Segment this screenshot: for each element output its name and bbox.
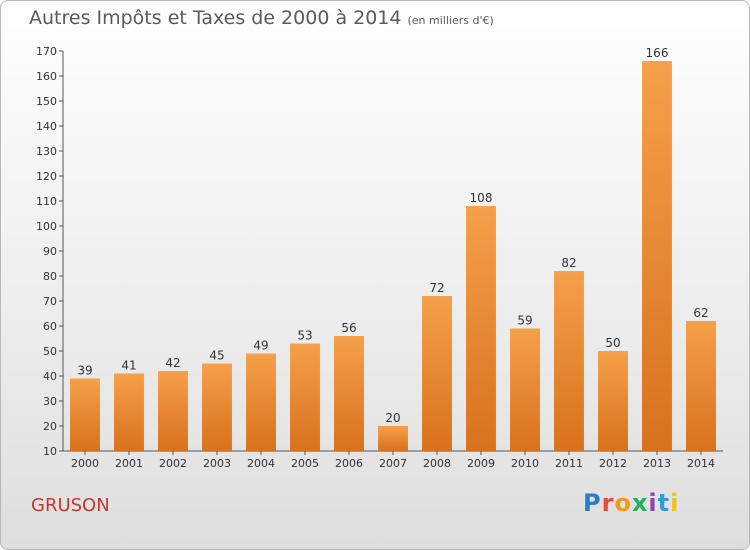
x-tick-label: 2014 <box>687 457 715 470</box>
chart-title: Autres Impôts et Taxes de 2000 à 2014 (en… <box>29 7 494 29</box>
x-tick-label: 2003 <box>203 457 231 470</box>
bar <box>114 373 144 451</box>
bar-value-label: 82 <box>561 256 576 270</box>
bar <box>70 378 100 451</box>
bar <box>290 343 320 451</box>
y-tick-label: 170 <box>36 45 57 58</box>
y-tick-label: 130 <box>36 145 57 158</box>
x-tick-label: 2008 <box>423 457 451 470</box>
logo-letter: r <box>601 489 615 517</box>
x-tick-label: 2002 <box>159 457 187 470</box>
bar-value-label: 50 <box>605 336 620 350</box>
bar <box>686 321 716 451</box>
x-tick-label: 2001 <box>115 457 143 470</box>
x-tick-label: 2000 <box>71 457 99 470</box>
logo-letter: t <box>657 489 671 517</box>
x-tick-label: 2013 <box>643 457 671 470</box>
bar <box>510 328 540 451</box>
bar <box>202 363 232 451</box>
x-tick-label: 2006 <box>335 457 363 470</box>
bar-value-label: 41 <box>121 359 136 373</box>
y-tick-label: 160 <box>36 70 57 83</box>
x-tick-label: 2009 <box>467 457 495 470</box>
y-tick-label: 60 <box>43 320 57 333</box>
bar-value-label: 20 <box>385 411 400 425</box>
x-tick-label: 2005 <box>291 457 319 470</box>
bar-value-label: 49 <box>253 339 268 353</box>
y-tick-label: 70 <box>43 295 57 308</box>
bar-value-label: 62 <box>693 306 708 320</box>
chart-title-unit: (en milliers d'€) <box>407 14 494 27</box>
x-tick-label: 2012 <box>599 457 627 470</box>
y-tick-label: 110 <box>36 195 57 208</box>
bar-value-label: 45 <box>209 349 224 363</box>
bar <box>554 271 584 451</box>
x-tick-label: 2007 <box>379 457 407 470</box>
bar <box>642 61 672 451</box>
y-tick-label: 50 <box>43 345 57 358</box>
bar-value-label: 53 <box>297 329 312 343</box>
logo-letter: i <box>648 489 658 517</box>
proxiti-logo: Proxiti <box>583 489 679 517</box>
bar <box>246 353 276 451</box>
bar-value-label: 59 <box>517 314 532 328</box>
y-tick-label: 100 <box>36 220 57 233</box>
bar <box>158 371 188 451</box>
x-tick-label: 2011 <box>555 457 583 470</box>
bar <box>334 336 364 451</box>
y-tick-label: 140 <box>36 120 57 133</box>
commune-name: GRUSON <box>31 495 110 516</box>
bar-value-label: 39 <box>77 364 92 378</box>
y-tick-label: 150 <box>36 95 57 108</box>
bar-value-label: 72 <box>429 281 444 295</box>
y-tick-label: 30 <box>43 395 57 408</box>
bar-value-label: 166 <box>646 46 669 60</box>
bar <box>466 206 496 451</box>
logo-letter: P <box>583 489 602 517</box>
bar-value-label: 42 <box>165 356 180 370</box>
y-tick-label: 80 <box>43 270 57 283</box>
x-tick-label: 2010 <box>511 457 539 470</box>
y-tick-label: 120 <box>36 170 57 183</box>
logo-letter: o <box>614 489 632 517</box>
bar <box>422 296 452 451</box>
bar-value-label: 56 <box>341 321 356 335</box>
y-tick-label: 90 <box>43 245 57 258</box>
y-tick-label: 20 <box>43 420 57 433</box>
bar <box>598 351 628 451</box>
logo-letter: i <box>670 489 680 517</box>
chart-title-main: Autres Impôts et Taxes de 2000 à 2014 <box>29 7 402 29</box>
bar <box>378 426 408 451</box>
y-tick-label: 10 <box>43 445 57 458</box>
logo-letter: x <box>631 489 649 517</box>
y-tick-label: 40 <box>43 370 57 383</box>
bar-value-label: 108 <box>470 191 493 205</box>
x-tick-label: 2004 <box>247 457 275 470</box>
